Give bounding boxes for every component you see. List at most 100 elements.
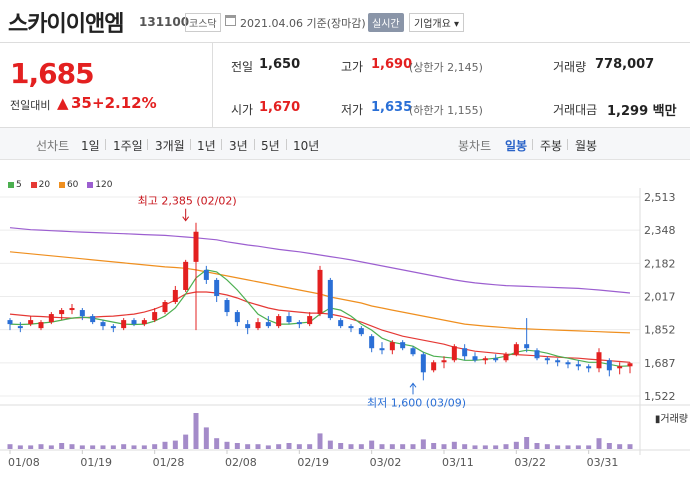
candle-body xyxy=(596,352,602,369)
price-summary: 1,685 전일대비 ▲ 35 +2.12% 전일 1,650 고가 1,690… xyxy=(0,42,690,129)
volume-bar xyxy=(544,444,550,449)
candle-body xyxy=(141,320,147,325)
candle-body xyxy=(524,344,530,349)
volume-bar xyxy=(420,439,426,449)
volume-bar xyxy=(307,444,313,449)
volume-bar xyxy=(276,444,282,449)
open-value: 1,670 xyxy=(259,100,301,115)
period-5y[interactable]: 5년 xyxy=(261,139,280,153)
volume-bar xyxy=(575,445,581,449)
y-tick-label: 1,687 xyxy=(644,357,676,370)
candle-weekly[interactable]: 주봉 xyxy=(540,139,563,153)
volume-bar xyxy=(38,444,44,449)
period-1d[interactable]: 1일 xyxy=(81,139,100,153)
calendar-icon xyxy=(225,15,236,26)
x-tick-label: 03/22 xyxy=(514,456,546,469)
volume-bar xyxy=(462,444,468,449)
candle-body xyxy=(162,302,168,313)
prev-close-value: 1,650 xyxy=(259,57,301,72)
volume-bar xyxy=(48,445,54,449)
candle-body xyxy=(7,320,13,325)
candle-body xyxy=(255,322,261,329)
period-3m[interactable]: 3개월 xyxy=(155,139,185,153)
volume-bar xyxy=(28,445,34,449)
x-tick-label: 02/08 xyxy=(225,456,257,469)
candle-body xyxy=(69,308,75,311)
company-info-button[interactable]: 기업개요 ▾ xyxy=(409,13,464,32)
open-cell: 시가 1,670 xyxy=(213,86,321,128)
chart-canvas: 2,513 2,348 2,182 2,017 1,852 1,687 1,522 ▮거래량 0… xyxy=(0,188,690,469)
candle-body xyxy=(606,360,612,371)
volume-bar xyxy=(296,444,302,449)
candle-body xyxy=(348,326,354,329)
volume-bar xyxy=(338,443,344,449)
volume-bar xyxy=(472,445,478,449)
y-tick-label: 1,852 xyxy=(644,324,676,337)
candle-body xyxy=(503,354,509,361)
candle-daily[interactable]: 일봉 xyxy=(505,139,528,153)
volume-bar xyxy=(369,440,375,449)
volume-bar xyxy=(606,443,612,449)
legend-ma60: 60 xyxy=(58,180,78,190)
candle-body xyxy=(441,360,447,363)
candle-chart-head: 봉차트 xyxy=(458,139,492,153)
volume-bar xyxy=(90,445,96,449)
y-tick-label: 2,017 xyxy=(644,291,676,304)
volume-label: 거래량 xyxy=(553,60,587,74)
candle-body xyxy=(48,314,54,323)
realtime-button[interactable]: 실시간 xyxy=(368,13,404,32)
volume-bar xyxy=(627,444,633,449)
candle-body xyxy=(79,310,85,317)
y-tick-label: 2,182 xyxy=(644,257,676,270)
candle-body xyxy=(234,312,240,323)
y-tick-label: 1,522 xyxy=(644,390,676,403)
volume-bar xyxy=(193,413,199,449)
volume-bar xyxy=(534,443,540,449)
volume-bar xyxy=(69,444,75,449)
change-percent: +2.12% xyxy=(92,94,157,112)
period-3y[interactable]: 3년 xyxy=(229,139,248,153)
candle-body xyxy=(565,362,571,365)
up-arrow-icon: ▲ xyxy=(57,94,69,112)
candle-body xyxy=(544,358,550,361)
candle-body xyxy=(482,358,488,361)
period-1w[interactable]: 1주일 xyxy=(113,139,143,153)
lower-limit: (하한가 1,155) xyxy=(409,104,483,117)
x-tick-label: 03/31 xyxy=(587,456,619,469)
volume-bar xyxy=(59,443,65,449)
stock-code: 131100 xyxy=(139,15,190,29)
candle-body xyxy=(493,358,499,361)
change-label: 전일대비 xyxy=(10,99,51,112)
legend-ma5: 5 xyxy=(8,180,22,190)
candle-body xyxy=(38,322,44,329)
volume-cell: 거래량 778,007 xyxy=(541,43,690,85)
candle-body xyxy=(379,348,385,351)
period-1y[interactable]: 1년 xyxy=(197,139,216,153)
candle-body xyxy=(214,279,220,296)
low-value: 1,635 xyxy=(371,100,413,115)
candle-body xyxy=(59,310,65,315)
period-10y[interactable]: 10년 xyxy=(293,139,320,153)
low-label: 저가 xyxy=(341,103,364,117)
volume-bar xyxy=(348,444,354,449)
volume-bar xyxy=(234,443,240,449)
volume-bar xyxy=(17,445,23,449)
candle-body xyxy=(172,289,178,303)
volume-bar xyxy=(317,433,323,449)
candle-body xyxy=(110,326,116,329)
candle-body xyxy=(307,316,313,325)
candle-monthly[interactable]: 월봉 xyxy=(575,139,598,153)
x-tick-label: 03/11 xyxy=(442,456,474,469)
low-cell: 저가 1,635 (하한가 1,155) xyxy=(321,86,541,128)
volume-bar xyxy=(451,441,457,449)
x-tick-label: 03/02 xyxy=(370,456,402,469)
volume-bar xyxy=(327,440,333,449)
volume-bar xyxy=(214,438,220,449)
candle-body xyxy=(575,364,581,367)
candle-body xyxy=(369,336,375,349)
min-annotation: 최저 1,600 (03/09) xyxy=(367,396,466,409)
candle-body xyxy=(358,328,364,335)
prev-close-label: 전일 xyxy=(231,60,254,74)
volume-bar xyxy=(379,444,385,449)
ma-legend: 5 20 60 120 xyxy=(8,180,118,190)
